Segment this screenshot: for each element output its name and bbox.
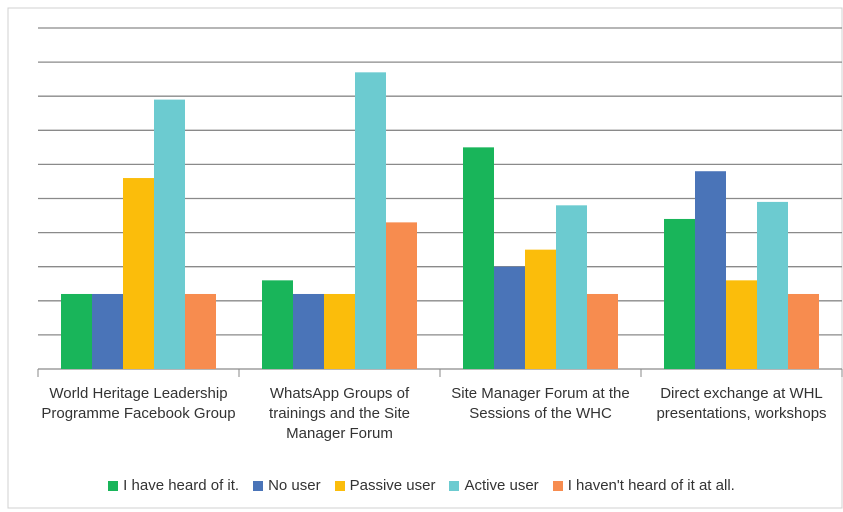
legend-swatch: [108, 480, 119, 491]
bar: [154, 99, 185, 370]
bar: [386, 222, 417, 369]
bar: [757, 201, 788, 369]
legend-item: I haven't heard of it at all.: [552, 477, 735, 494]
legend: I have heard of it. No user Passive user Ac…: [0, 477, 843, 494]
bar: [695, 171, 726, 369]
bar: [494, 266, 525, 369]
legend-swatch: [552, 480, 563, 491]
legend-item: I have heard of it.: [108, 477, 239, 494]
legend-label: Passive user: [349, 477, 436, 494]
bar: [463, 147, 494, 369]
bar: [664, 218, 695, 369]
bar: [293, 293, 324, 369]
bar: [185, 293, 216, 369]
chart-border: [7, 7, 843, 509]
x-tick-label: WhatsApp Groups of trainings and the Sit…: [269, 385, 410, 442]
bar: [262, 280, 293, 369]
bar: [355, 72, 386, 369]
legend-swatch: [334, 480, 345, 491]
bar: [525, 249, 556, 369]
legend-label: I have heard of it.: [123, 477, 240, 494]
legend-item: No user: [253, 477, 321, 494]
bar: [556, 205, 587, 369]
legend-swatch: [253, 480, 264, 491]
legend-label: I haven't heard of it at all.: [567, 477, 735, 494]
x-tick-label: World Heritage Leadership Programme Face…: [41, 385, 236, 422]
bar: [788, 293, 819, 369]
bar: [726, 280, 757, 369]
x-tick-label: Direct exchange at WHL presentations, wo…: [656, 385, 827, 422]
bar: [61, 293, 92, 369]
x-tick-label: Site Manager Forum at the Sessions of th…: [451, 385, 630, 422]
legend-item: Active user: [449, 477, 539, 494]
legend-label: Active user: [464, 477, 539, 494]
bar: [92, 293, 123, 369]
legend-swatch: [449, 480, 460, 491]
legend-label: No user: [268, 477, 321, 494]
bar: [324, 293, 355, 369]
bar: [123, 178, 154, 369]
legend-item: Passive user: [334, 477, 436, 494]
bar: [587, 293, 618, 369]
